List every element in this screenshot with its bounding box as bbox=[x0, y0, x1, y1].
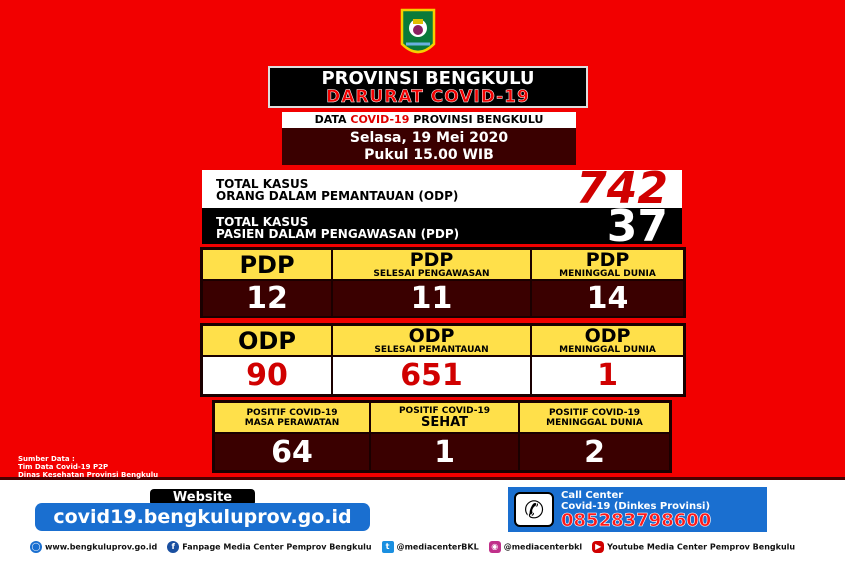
data-label: DATA COVID-19 PROVINSI BENGKULU bbox=[282, 112, 576, 128]
call-center-box[interactable]: ✆ Call Center Covid-19 (Dinkes Provinsi) … bbox=[508, 487, 767, 532]
data-label-pre: DATA bbox=[314, 113, 351, 126]
data-label-post: PROVINSI BENGKULU bbox=[409, 113, 544, 126]
pdp-meninggal-value: 14 bbox=[532, 281, 683, 316]
positif-line2: MASA PERAWATAN bbox=[244, 417, 340, 428]
pdp-value: 12 bbox=[203, 281, 331, 316]
youtube-icon: ▶ bbox=[592, 541, 605, 553]
pdp-sub: SELESAI PENGAWASAN bbox=[373, 268, 490, 279]
social-youtube[interactable]: ▶ Youtube Media Center Pemprov Bengkulu bbox=[592, 541, 795, 553]
positif-line1: POSITIF COVID-19 bbox=[548, 407, 641, 418]
social-facebook[interactable]: f Fanpage Media Center Pemprov Bengkulu bbox=[167, 541, 372, 553]
call-center-line2: Covid-19 (Dinkes Provinsi) bbox=[561, 501, 711, 512]
social-text: www.bengkuluprov.go.id bbox=[45, 542, 158, 552]
odp-title: ODP bbox=[238, 326, 296, 355]
source-line: Tim Data Covid-19 P2P bbox=[18, 463, 109, 471]
positif-meninggal-value: 2 bbox=[520, 434, 669, 470]
twitter-icon: t bbox=[381, 541, 394, 553]
odp-header-2: ODP MENINGGAL DUNIA bbox=[532, 326, 683, 355]
phone-icon: ✆ bbox=[514, 492, 554, 527]
instagram-icon: ◉ bbox=[488, 541, 501, 553]
total-pdp-line2: PASIEN DALAM PENGAWASAN (PDP) bbox=[216, 227, 460, 241]
total-pdp-row: TOTAL KASUS PASIEN DALAM PENGAWASAN (PDP)… bbox=[202, 204, 682, 250]
odp-header-0: ODP bbox=[203, 326, 331, 355]
total-pdp-line1: TOTAL KASUS bbox=[216, 215, 309, 229]
pdp-title: PDP bbox=[409, 248, 454, 271]
date-time: Pukul 15.00 WIB bbox=[364, 147, 494, 163]
total-odp-line1: TOTAL KASUS bbox=[216, 177, 309, 191]
odp-header-1: ODP SELESAI PEMANTAUAN bbox=[333, 326, 530, 355]
call-center-line1: Call Center bbox=[561, 490, 624, 501]
province-logo bbox=[400, 8, 436, 54]
social-text: @mediacenterbkl bbox=[503, 542, 583, 552]
total-odp-row: TOTAL KASUS ORANG DALAM PEMANTAUAN (ODP) … bbox=[202, 166, 682, 212]
positif-header-1: POSITIF COVID-19 SEHAT bbox=[371, 403, 518, 432]
title-box: PROVINSI BENGKULU DARURAT COVID-19 bbox=[268, 66, 588, 108]
pdp-grid: PDP PDP SELESAI PENGAWASAN PDP MENINGGAL D… bbox=[200, 247, 686, 318]
odp-sub: SELESAI PEMANTAUAN bbox=[374, 344, 489, 355]
odp-title: ODP bbox=[408, 324, 455, 347]
positif-header-2: POSITIF COVID-19 MENINGGAL DUNIA bbox=[520, 403, 669, 432]
website-label: Website bbox=[150, 489, 255, 506]
website-link[interactable]: covid19.bengkuluprov.go.id bbox=[35, 503, 370, 531]
odp-value: 90 bbox=[203, 357, 331, 394]
facebook-icon: f bbox=[167, 541, 180, 553]
positif-line1: POSITIF COVID-19 bbox=[398, 406, 491, 416]
total-odp-line2: ORANG DALAM PEMANTAUAN (ODP) bbox=[216, 189, 459, 203]
social-twitter[interactable]: t @mediacenterBKL bbox=[381, 541, 479, 553]
source-note: Sumber Data : Tim Data Covid-19 P2P Dina… bbox=[18, 455, 158, 479]
social-text: Fanpage Media Center Pemprov Bengkulu bbox=[182, 542, 372, 552]
positif-line2: SEHAT bbox=[420, 415, 469, 430]
positif-line1: POSITIF COVID-19 bbox=[246, 407, 338, 418]
date-box: Selasa, 19 Mei 2020 Pukul 15.00 WIB bbox=[282, 128, 576, 165]
pdp-title: PDP bbox=[585, 248, 630, 271]
pdp-header-0: PDP bbox=[203, 250, 331, 279]
subtitle: DARURAT COVID-19 bbox=[326, 87, 530, 107]
odp-grid: ODP ODP SELESAI PEMANTAUAN ODP MENINGGAL D… bbox=[200, 323, 686, 397]
globe-icon: ◯ bbox=[30, 541, 42, 553]
positif-grid: POSITIF COVID-19 MASA PERAWATAN POSITIF C… bbox=[212, 400, 672, 473]
source-line: Dinas Kesehatan Provinsi Bengkulu bbox=[18, 471, 159, 479]
odp-title: ODP bbox=[584, 324, 631, 347]
pdp-title: PDP bbox=[239, 250, 295, 279]
positif-header-0: POSITIF COVID-19 MASA PERAWATAN bbox=[215, 403, 369, 432]
odp-selesai-value: 651 bbox=[333, 357, 530, 394]
positif-line2: MENINGGAL DUNIA bbox=[546, 417, 643, 428]
total-odp-value: 742 bbox=[576, 163, 668, 214]
social-website[interactable]: ◯ www.bengkuluprov.go.id bbox=[30, 541, 157, 553]
odp-meninggal-value: 1 bbox=[532, 357, 683, 394]
total-pdp-value: 37 bbox=[606, 201, 668, 252]
social-text: @mediacenterBKL bbox=[396, 542, 479, 552]
social-links: ◯ www.bengkuluprov.go.id f Fanpage Media C… bbox=[30, 541, 830, 553]
positif-perawatan-value: 64 bbox=[215, 434, 369, 470]
call-center-number: 085283798600 bbox=[561, 510, 712, 531]
positif-sehat-value: 1 bbox=[371, 434, 518, 470]
pdp-header-2: PDP MENINGGAL DUNIA bbox=[532, 250, 683, 279]
data-label-highlight: COVID-19 bbox=[350, 113, 410, 126]
source-line: Sumber Data : bbox=[18, 455, 75, 463]
title: PROVINSI BENGKULU bbox=[321, 68, 535, 89]
social-instagram[interactable]: ◉ @mediacenterbkl bbox=[488, 541, 583, 553]
pdp-sub: MENINGGAL DUNIA bbox=[559, 268, 656, 279]
pdp-selesai-value: 11 bbox=[333, 281, 530, 316]
pdp-header-1: PDP SELESAI PENGAWASAN bbox=[333, 250, 530, 279]
odp-sub: MENINGGAL DUNIA bbox=[559, 344, 656, 355]
social-text: Youtube Media Center Pemprov Bengkulu bbox=[607, 542, 796, 552]
date-day: Selasa, 19 Mei 2020 bbox=[349, 130, 509, 146]
